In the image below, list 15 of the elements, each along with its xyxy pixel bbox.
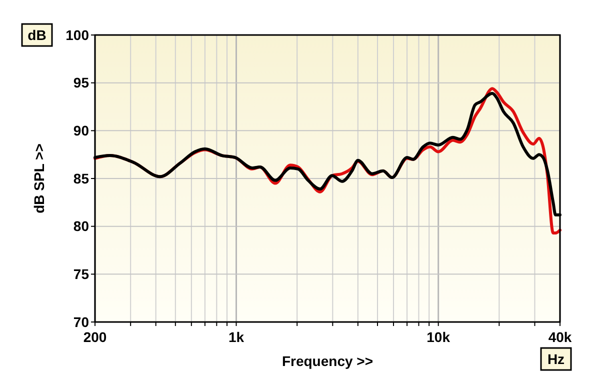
y-tick-label: 95: [73, 74, 90, 91]
y-tick-label: 90: [73, 122, 90, 139]
y-tick-label: 70: [73, 314, 90, 330]
x-tick-label: 10k: [426, 329, 450, 345]
x-tick-label: 200: [83, 329, 107, 345]
y-tick-label: 100: [66, 26, 90, 43]
y-axis-title: dB SPL >>: [31, 144, 47, 214]
x-tick-label: 1k: [228, 329, 244, 345]
y-tick-label: 85: [73, 170, 90, 186]
y-tick-label: 80: [73, 218, 90, 234]
text: dB: [28, 26, 46, 43]
text: Hz: [547, 350, 565, 367]
x-axis-title: Frequency >>: [282, 353, 374, 369]
x-tick-label: 40k: [548, 329, 572, 345]
y-tick-label: 75: [73, 266, 90, 282]
